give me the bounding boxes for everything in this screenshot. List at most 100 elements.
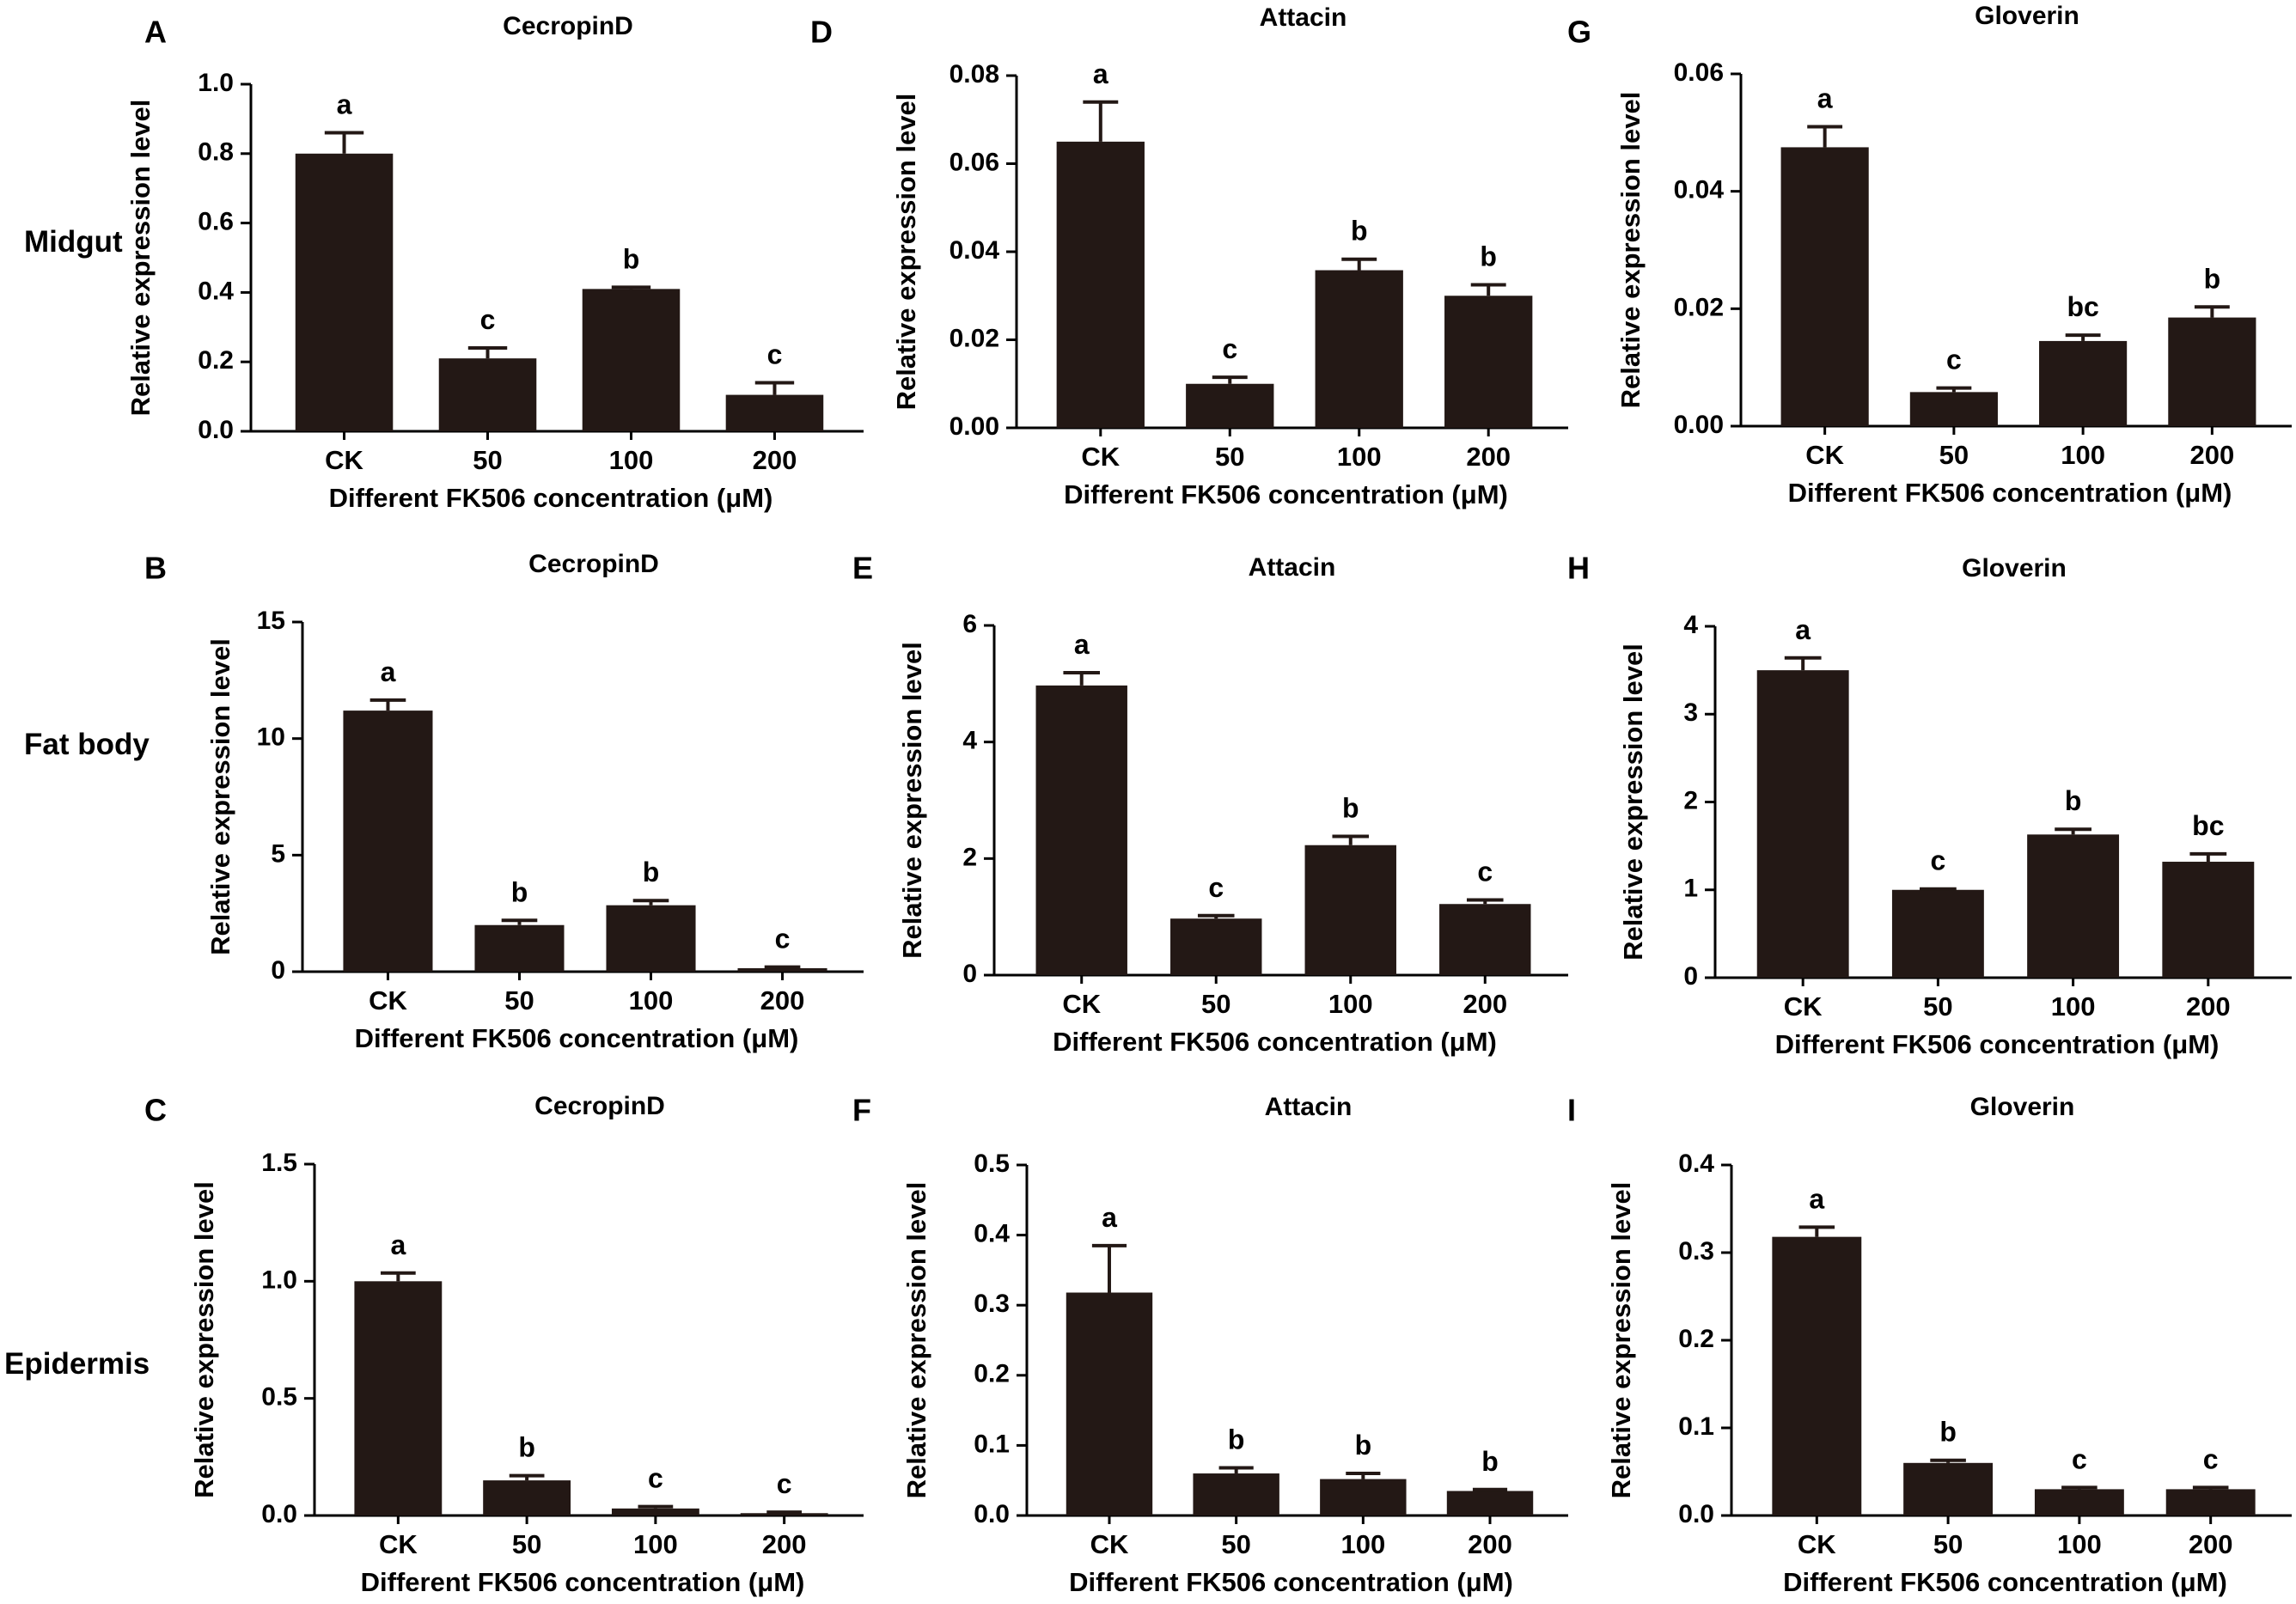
x-tick-label-d: CK [1081,442,1120,472]
y-tick-label-d: 0.08 [950,60,999,88]
chart-panel-h: H Gloverin 0 1 2 3 4 a CK c 50 b 100 bc 200 Different F… [1567,551,2292,1059]
significance-letter-i: a [1809,1183,1824,1214]
y-tick-label-f: 0.2 [974,1360,1010,1388]
bar-b [737,967,827,972]
chart-title-b: CecropinD [528,550,659,578]
x-tick-label-c: 50 [512,1529,541,1559]
bar-d [1186,383,1274,428]
x-tick-label-b: 200 [760,985,805,1015]
y-tick-label-f: 0.4 [974,1220,1010,1248]
x-tick-label-a: 50 [473,445,502,475]
significance-letter-a: c [480,304,496,335]
chart-panel-i: I Gloverin 0.0 0.1 0.2 0.3 0.4 a CK b 50 c 100 c 200 Di… [1567,1093,2292,1597]
bar-e [1035,685,1127,975]
panel-letter-d: D [810,15,833,50]
chart-panel-g: G Gloverin 0.00 0.02 0.04 0.06 a CK c 50 bc 100 b 200… [1567,2,2292,508]
y-tick-label-e: 4 [962,727,977,755]
bar-h [1756,670,1849,978]
chart-title-e: Attacin [1249,553,1336,582]
y-axis-label-d: Relative expression level [891,94,921,411]
x-tick-label-h: CK [1784,991,1823,1022]
row-label-fat-body: Fat body [24,728,150,761]
bar-i [1772,1236,1862,1516]
significance-letter-h: c [1930,845,1945,876]
y-tick-label-i: 0.2 [1678,1325,1714,1353]
chart-title-g: Gloverin [1975,2,2079,30]
bar-h [2162,862,2255,978]
significance-letter-b: b [643,857,660,887]
y-axis-label-c: Relative expression level [189,1181,219,1498]
bar-f [1193,1473,1279,1516]
bar-e [1439,904,1531,975]
significance-letter-d: b [1480,241,1497,271]
x-tick-label-d: 200 [1466,442,1511,472]
panel-letter-b: B [144,551,167,586]
bar-g [1780,147,1869,426]
significance-letter-d: c [1222,333,1237,364]
significance-letter-a: b [623,243,640,274]
y-tick-label-c: 0.0 [261,1500,297,1528]
x-tick-label-b: 100 [629,985,674,1015]
significance-letter-c: b [518,1432,535,1463]
chart-title-a: CecropinD [503,12,633,40]
bar-i [2165,1489,2256,1516]
bar-b [474,924,565,972]
y-tick-label-b: 5 [271,839,285,868]
y-tick-label-g: 0.06 [1674,58,1724,87]
x-axis-label-c: Different FK506 concentration (μM) [361,1567,805,1597]
y-tick-label-a: 0.2 [198,346,234,375]
significance-letter-h: b [2065,785,2082,816]
x-tick-label-e: 100 [1328,989,1373,1019]
y-tick-label-h: 1 [1683,875,1698,903]
x-tick-label-a: 100 [609,445,654,475]
bar-c [740,1513,828,1516]
x-tick-label-b: CK [369,985,407,1015]
x-tick-label-c: 200 [762,1529,807,1559]
y-tick-label-f: 0.0 [974,1500,1010,1528]
significance-letter-i: b [1939,1417,1957,1448]
significance-letter-e: c [1477,856,1493,887]
y-tick-label-i: 0.1 [1678,1412,1714,1441]
chart-panel-f: F Attacin 0.0 0.1 0.2 0.3 0.4 0.5 a CK b 50 b 100 b 200… [852,1093,1568,1597]
chart-panel-d: D Attacin 0.00 0.02 0.04 0.06 0.08 a CK c 50 b 100 b 2… [810,3,1568,509]
significance-letter-c: c [648,1463,663,1494]
significance-letter-f: b [1228,1424,1245,1455]
y-tick-label-g: 0.00 [1674,411,1724,439]
y-tick-label-g: 0.04 [1674,176,1725,204]
bar-a [725,394,824,431]
y-tick-label-f: 0.1 [974,1430,1010,1458]
y-tick-label-a: 0.4 [198,277,234,305]
y-axis-label-g: Relative expression level [1615,92,1646,409]
significance-letter-i: c [2072,1443,2087,1474]
x-axis-label-e: Different FK506 concentration (μM) [1053,1027,1497,1057]
panel-letter-a: A [144,15,167,50]
y-tick-label-d: 0.04 [950,236,1000,265]
bar-g [1909,392,1998,426]
y-axis-label-i: Relative expression level [1606,1182,1636,1499]
x-tick-label-i: CK [1798,1529,1836,1559]
significance-letter-g: bc [2067,291,2098,322]
chart-title-h: Gloverin [1962,554,2067,582]
panel-letter-e: E [852,551,873,586]
significance-letter-e: a [1074,629,1090,660]
x-tick-label-a: CK [325,445,363,475]
y-tick-label-c: 0.5 [261,1383,297,1412]
x-axis-label-g: Different FK506 concentration (μM) [1788,478,2232,508]
bar-a [295,153,394,432]
y-axis-label-b: Relative expression level [205,638,235,955]
x-tick-label-f: 200 [1468,1529,1512,1559]
significance-letter-a: a [337,89,352,120]
y-tick-label-b: 0 [271,956,285,985]
significance-letter-d: b [1351,216,1368,247]
panel-letter-f: F [852,1093,871,1128]
chart-panel-e: E Attacin 0 2 4 6 a CK c 50 b 100 c 200 Different FK50… [852,551,1568,1057]
y-axis-label-e: Relative expression level [897,642,927,959]
row-label-midgut: Midgut [24,225,123,259]
y-tick-label-h: 4 [1683,611,1698,639]
y-tick-label-h: 3 [1683,698,1698,727]
bar-h [1891,889,1984,978]
y-tick-label-a: 0.0 [198,416,234,444]
chart-title-c: CecropinD [534,1092,665,1120]
x-axis-label-h: Different FK506 concentration (μM) [1775,1029,2220,1059]
chart-title-i: Gloverin [1970,1093,2075,1121]
